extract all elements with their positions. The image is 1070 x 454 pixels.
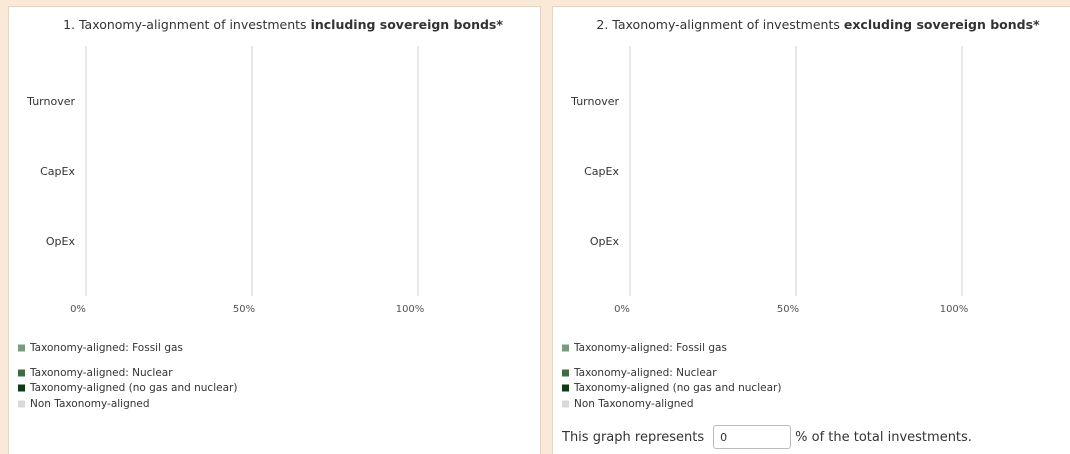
legend-swatch [18,400,25,408]
title-bold: including sovereign bonds* [311,17,504,32]
panel [8,6,541,454]
legend-label: Taxonomy-aligned: Fossil gas [573,342,727,354]
legend-label: Taxonomy-aligned (no gas and nuclear) [573,382,781,394]
legend-label: Taxonomy-aligned: Nuclear [29,367,173,379]
legend-swatch [18,384,25,392]
x-tick-label: 50% [233,304,255,315]
legend-label: Taxonomy-aligned (no gas and nuclear) [29,382,237,394]
form-suffix: % of the total investments. [795,429,972,445]
x-tick-label: 50% [777,304,799,315]
legend-swatch [562,384,569,392]
form-row: This graph represents 0 % of the total i… [562,424,972,450]
legend-swatch [562,344,569,352]
title-bold: excluding sovereign bonds* [844,17,1040,32]
legend-label: Non Taxonomy-aligned [574,398,694,410]
legend-swatch [562,400,569,408]
y-tick-label: Turnover [570,95,619,108]
y-tick-label: OpEx [46,235,76,248]
y-tick-label: OpEx [590,235,620,248]
legend-swatch [18,369,25,377]
title-text: 1. Taxonomy-alignment of investments [63,17,306,32]
x-tick-label: 100% [396,304,425,315]
x-tick-label: 0% [614,304,630,315]
percent-input[interactable]: 0 [713,425,792,449]
x-tick-label: 0% [70,304,86,315]
chart-title: 1. Taxonomy-alignment of investments incl… [63,17,503,32]
y-tick-label: CapEx [40,165,75,178]
x-tick-label: 100% [940,304,969,315]
legend-label: Taxonomy-aligned: Fossil gas [29,342,183,354]
y-tick-label: Turnover [26,95,75,108]
legend-label: Taxonomy-aligned: Nuclear [573,367,717,379]
legend-swatch [18,344,25,352]
legend-label: Non Taxonomy-aligned [30,398,150,410]
title-text: 2. Taxonomy-alignment of investments [596,17,839,32]
legend-swatch [562,369,569,377]
panel [552,6,1070,454]
chart-title: 2. Taxonomy-alignment of investments excl… [596,17,1040,32]
form-prefix: This graph represents [562,429,705,445]
y-tick-label: CapEx [584,165,619,178]
